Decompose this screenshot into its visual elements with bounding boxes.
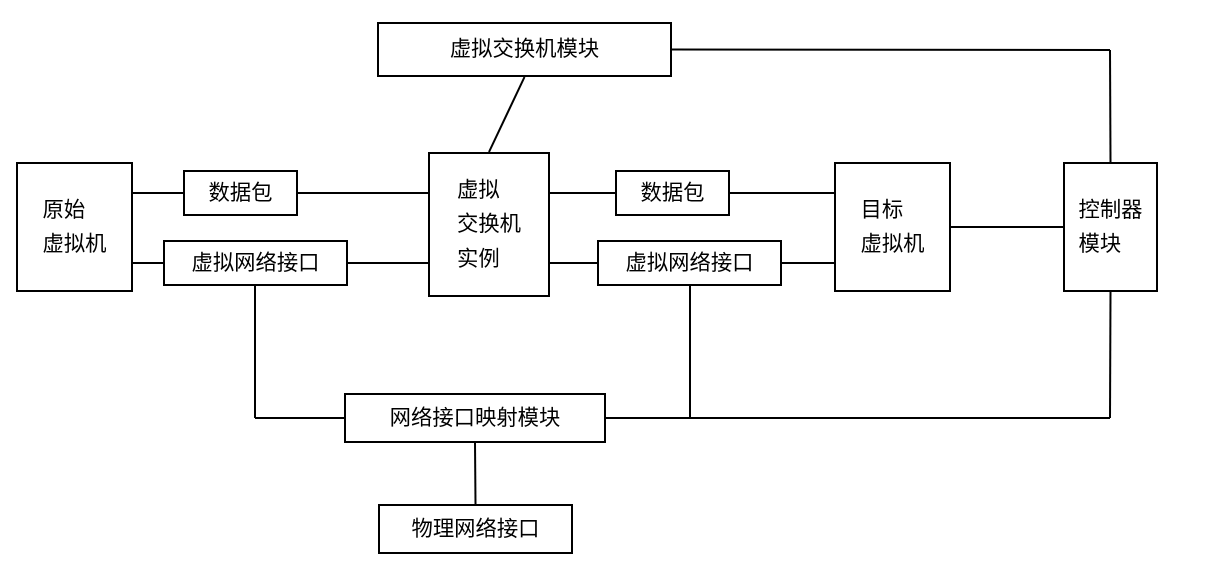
node-vnic-left: 虚拟网络接口: [163, 240, 348, 286]
node-nic-map: 网络接口映射模块: [344, 393, 606, 443]
node-dst-vm: 目标 虚拟机: [834, 162, 951, 292]
node-vnic-right: 虚拟网络接口: [597, 240, 782, 286]
node-label: 原始 虚拟机: [43, 193, 107, 261]
node-label: 数据包: [641, 176, 705, 210]
node-vs-module: 虚拟交换机模块: [377, 22, 672, 77]
edges-layer: [0, 0, 1215, 587]
node-phy-nic: 物理网络接口: [378, 504, 573, 554]
node-label: 控制器 模块: [1079, 193, 1143, 261]
node-label: 虚拟网络接口: [626, 246, 754, 280]
node-vs-instance: 虚拟 交换机 实例: [428, 152, 550, 297]
node-label: 虚拟交换机模块: [450, 32, 599, 66]
node-pkt-left: 数据包: [183, 170, 298, 216]
node-label: 虚拟 交换机 实例: [457, 173, 521, 275]
node-label: 目标 虚拟机: [861, 193, 925, 261]
diagram-canvas: 虚拟交换机模块 原始 虚拟机 数据包 虚拟网络接口 虚拟 交换机 实例 数据包 …: [0, 0, 1215, 587]
node-label: 数据包: [209, 176, 273, 210]
node-ctrl-module: 控制器 模块: [1063, 162, 1158, 292]
node-src-vm: 原始 虚拟机: [16, 162, 133, 292]
node-label: 物理网络接口: [412, 512, 540, 546]
node-pkt-right: 数据包: [615, 170, 730, 216]
node-label: 网络接口映射模块: [390, 401, 561, 435]
node-label: 虚拟网络接口: [192, 246, 320, 280]
